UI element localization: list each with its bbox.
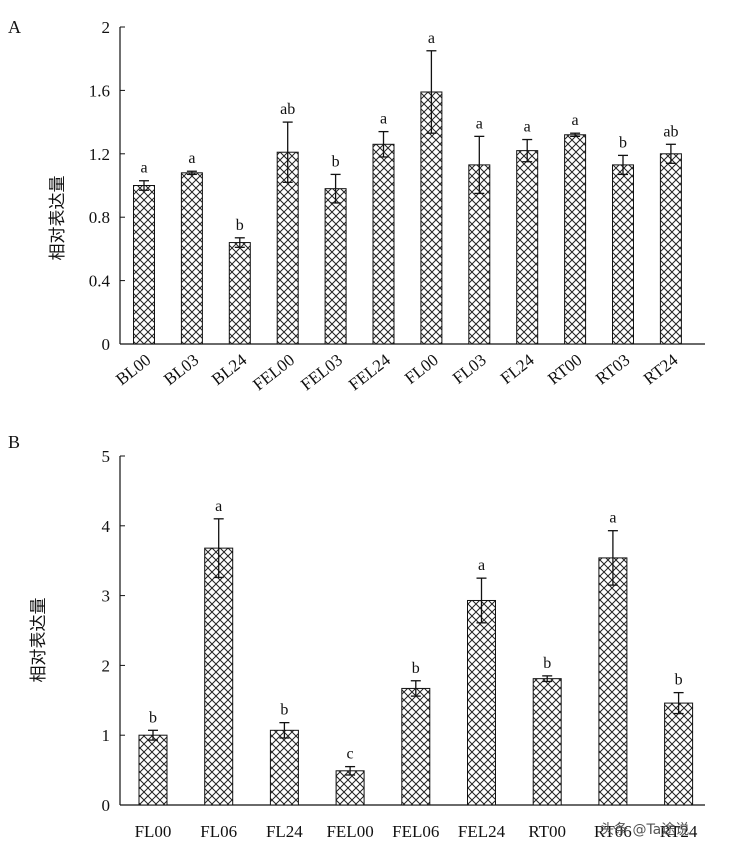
category-label: FEL00 [249, 350, 298, 394]
significance-label: a [380, 111, 387, 128]
category-label: RT03 [592, 350, 633, 388]
y-tick-label: 0.8 [89, 208, 110, 227]
significance-label: b [412, 660, 420, 677]
category-label: RT06 [594, 822, 632, 841]
bar-bl03 [180, 172, 203, 345]
bar-bl24 [228, 242, 251, 345]
category-label: FL03 [449, 350, 490, 388]
y-tick-label: 4 [102, 517, 111, 536]
bar-fl00 [138, 734, 168, 806]
bar-rt00 [564, 134, 587, 345]
y-tick-label: 1 [102, 726, 111, 745]
panel-a-y-axis-title: 相对表达量 [48, 176, 68, 261]
significance-label: b [675, 672, 683, 689]
y-tick-label: 0.4 [89, 272, 111, 291]
bar-rt03 [612, 164, 634, 345]
significance-label: b [280, 702, 288, 719]
category-label: RT00 [544, 350, 585, 388]
significance-label: b [619, 134, 627, 151]
significance-label: b [149, 709, 157, 726]
y-tick-label: 0 [102, 335, 111, 354]
category-label: RT24 [660, 822, 698, 841]
significance-label: b [332, 153, 340, 170]
bar-fel03 [324, 188, 347, 345]
significance-label: a [215, 498, 222, 515]
watermark-text: 头条 @Ta途说 [600, 821, 689, 838]
bar-fl24 [269, 729, 299, 806]
category-label: FEL24 [458, 822, 506, 841]
significance-label: a [476, 115, 483, 132]
significance-label: ab [663, 123, 678, 140]
significance-label: a [428, 30, 435, 47]
panel-b-plot: 0 1 2 3 4 5 b FL00 a FL06 b FL24 c FEL00 b FEL06 a FEL24 b… [102, 447, 705, 841]
category-label: BL03 [160, 350, 202, 389]
y-tick-label: 5 [102, 447, 111, 466]
category-label: FL06 [200, 822, 237, 841]
category-label: FEL24 [345, 350, 394, 394]
bar-fl24 [516, 150, 539, 345]
category-label: FL24 [497, 350, 538, 388]
panel-a-plot: 00.40.81.21.62aBL00aBL03bBL24abFEL00bFEL… [89, 18, 705, 394]
significance-label: b [236, 217, 244, 234]
bar-rt06 [598, 557, 628, 806]
bar-fl06 [204, 547, 234, 806]
significance-label: a [572, 112, 579, 129]
category-label: RT24 [640, 350, 682, 388]
y-tick-label: 3 [102, 587, 111, 606]
bar-rt24 [659, 153, 682, 345]
bar-rt24 [664, 702, 694, 806]
significance-label: a [188, 150, 195, 167]
bar-fel06 [401, 687, 431, 806]
category-label: FEL03 [297, 350, 346, 394]
y-tick-label: 1.2 [89, 145, 110, 164]
bar-fel00 [335, 770, 365, 806]
y-tick-label: 1.6 [89, 81, 110, 100]
panel-a-label: A [8, 17, 21, 37]
category-label: RT00 [528, 822, 566, 841]
category-label: FEL06 [392, 822, 439, 841]
significance-label: c [347, 746, 354, 763]
significance-label: a [524, 119, 531, 136]
significance-label: ab [280, 101, 295, 118]
significance-label: a [140, 160, 147, 177]
bar-bl00 [133, 185, 155, 345]
bar-rt00 [532, 678, 562, 806]
significance-label: a [609, 510, 616, 527]
panel-b-label: B [8, 432, 20, 452]
y-tick-label: 2 [102, 656, 111, 675]
category-label: FL24 [266, 822, 303, 841]
significance-label: b [543, 655, 551, 672]
category-label: FEL00 [326, 822, 373, 841]
y-tick-label: 2 [102, 18, 111, 37]
significance-label: a [478, 557, 485, 574]
category-label: FL00 [401, 350, 442, 388]
category-label: FL00 [135, 822, 172, 841]
bar-fel24 [372, 143, 395, 345]
category-label: BL24 [208, 350, 251, 389]
panel-b-y-axis-title: 相对表达量 [29, 598, 49, 683]
y-tick-label: 0 [102, 796, 111, 815]
bar-fel24 [467, 599, 496, 806]
category-label: BL00 [112, 350, 154, 389]
